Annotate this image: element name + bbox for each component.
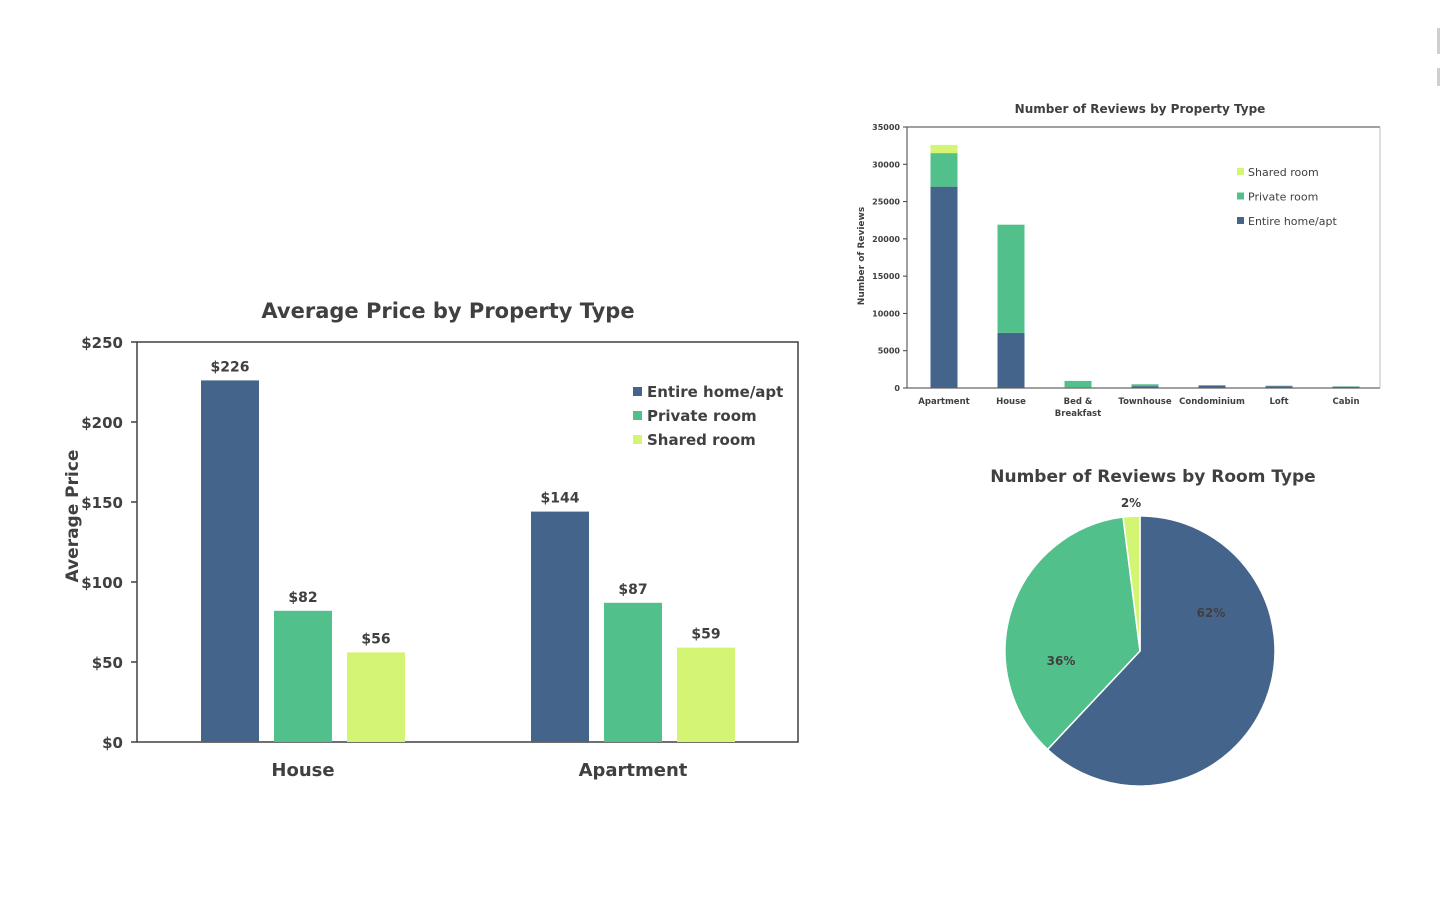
legend-swatch (633, 435, 642, 444)
y-axis-label: Average Price (63, 450, 83, 583)
y-tick-label: 25000 (872, 198, 900, 207)
y-tick-label: 20000 (872, 235, 900, 244)
x-category-label: Condominium (1179, 397, 1245, 407)
x-category-label: Cabin (1332, 397, 1359, 407)
chart-title: Number of Reviews by Property Type (1015, 102, 1266, 116)
x-category-label: Townhouse (1118, 397, 1171, 407)
x-category-label: Apartment (579, 760, 688, 781)
y-tick-label: 10000 (872, 309, 900, 318)
data-label: $82 (288, 590, 317, 606)
y-tick-label: 35000 (872, 123, 900, 132)
bar-shared-room-house (347, 652, 405, 742)
y-tick-label: 5000 (878, 347, 901, 356)
legend-entry: Private room (647, 407, 757, 425)
stacked-bar-private-room-bed-breakfast (1064, 380, 1092, 388)
stacked-bar-private-room-house (997, 224, 1025, 333)
stacked-bar-shared-room-apartment (930, 144, 958, 154)
chart-title: Number of Reviews by Room Type (990, 467, 1315, 487)
legend-swatch (633, 387, 642, 396)
y-tick-label: 15000 (872, 272, 900, 281)
pie-data-label: 36% (1047, 654, 1076, 668)
x-category-label: Apartment (918, 397, 969, 407)
legend-entry: Shared room (647, 431, 756, 449)
pie-slice-private-room (1004, 516, 1141, 751)
x-category-label: House (996, 397, 1026, 407)
data-label: $59 (691, 627, 720, 643)
stacked-bar-entire-home-apt-townhouse (1131, 386, 1159, 388)
y-tick-label: $200 (81, 414, 123, 432)
bar-private-room-apartment (604, 602, 662, 742)
x-category-label: House (271, 760, 334, 781)
y-axis-label: Number of Reviews (857, 207, 867, 305)
y-tick-label: 0 (894, 384, 900, 393)
stacked-bar-private-room-condominium (1198, 385, 1226, 386)
stacked-bar-private-room-townhouse (1131, 384, 1159, 387)
pie-data-label: 62% (1197, 606, 1226, 620)
stacked-bar-entire-home-apt-condominium (1198, 385, 1226, 388)
chart-title: Average Price by Property Type (261, 299, 634, 323)
pie-slice-entire-home-apt (1046, 515, 1276, 787)
x-category-label: Bed & Breakfast (1055, 397, 1101, 419)
stacked-bar-entire-home-apt-loft (1265, 386, 1293, 388)
y-tick-label: $250 (81, 334, 123, 352)
legend-swatch (1237, 217, 1244, 224)
plot-area-border (136, 341, 799, 743)
x-category-label: Loft (1269, 397, 1288, 407)
data-label: $226 (211, 359, 250, 375)
stacked-bar-private-room-apartment (930, 153, 958, 187)
bar-entire-home-apt-house (201, 380, 259, 742)
y-tick-label: $100 (81, 574, 123, 592)
y-tick-label: $0 (102, 734, 123, 752)
bar-entire-home-apt-apartment (531, 511, 589, 742)
scroll-edge (1437, 28, 1440, 54)
data-label: $56 (361, 631, 390, 647)
stacked-bar-entire-home-apt-cabin (1332, 386, 1360, 388)
pie-data-label: 2% (1121, 496, 1141, 510)
legend-swatch (1237, 192, 1244, 200)
data-label: $144 (541, 491, 580, 507)
legend-entry: Entire home/apt (1248, 215, 1337, 228)
stacked-bar-entire-home-apt-bed-breakfast (1064, 387, 1092, 388)
scroll-edge-lower (1437, 68, 1440, 86)
stacked-bar-entire-home-apt-apartment (930, 186, 958, 388)
legend-swatch (1237, 168, 1244, 175)
y-tick-label: $150 (81, 494, 123, 512)
pie-slice-shared-room (1122, 515, 1141, 652)
y-tick-label: $50 (92, 654, 123, 672)
legend-swatch (633, 411, 642, 420)
bar-private-room-house (274, 610, 332, 742)
stacked-bar-entire-home-apt-house (997, 332, 1025, 388)
legend-entry: Entire home/apt (647, 383, 783, 401)
data-label: $87 (618, 582, 647, 598)
bar-shared-room-apartment (677, 647, 735, 742)
legend-entry: Private room (1248, 191, 1318, 204)
y-tick-label: 30000 (872, 160, 900, 169)
legend-entry: Shared room (1248, 166, 1319, 179)
